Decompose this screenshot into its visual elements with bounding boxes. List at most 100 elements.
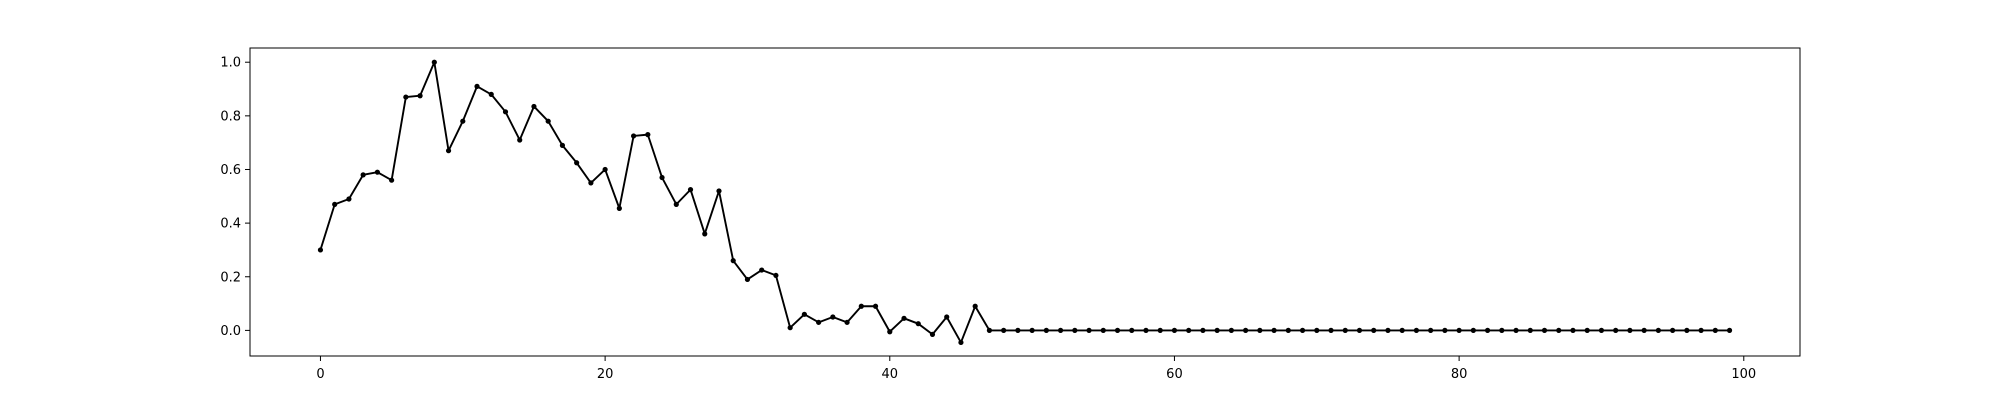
data-point bbox=[431, 59, 437, 65]
data-point bbox=[1029, 327, 1035, 333]
y-tick-label: 0.6 bbox=[220, 163, 241, 178]
data-point bbox=[1314, 327, 1320, 333]
data-point bbox=[1541, 327, 1548, 333]
data-point bbox=[1428, 327, 1434, 333]
data-point bbox=[488, 91, 494, 97]
data-point bbox=[887, 329, 893, 335]
data-point bbox=[588, 180, 594, 186]
data-point bbox=[1527, 327, 1533, 333]
data-point bbox=[1726, 327, 1733, 333]
data-point bbox=[1285, 327, 1291, 333]
data-point bbox=[659, 174, 665, 181]
data-point bbox=[1385, 327, 1391, 333]
data-point bbox=[1143, 327, 1149, 333]
y-tick-label: 0.4 bbox=[220, 217, 241, 232]
data-point bbox=[346, 196, 352, 202]
data-point bbox=[858, 303, 864, 309]
data-point bbox=[389, 177, 395, 183]
data-point bbox=[559, 142, 566, 148]
y-tick-label: 0.2 bbox=[220, 270, 241, 285]
y-tick-label: 0.8 bbox=[220, 109, 241, 124]
data-point bbox=[630, 133, 637, 139]
y-tick-label: 1.0 bbox=[220, 56, 241, 71]
data-point bbox=[531, 103, 537, 110]
data-point bbox=[502, 109, 509, 115]
data-point bbox=[1214, 327, 1220, 333]
data-point bbox=[1057, 327, 1064, 333]
data-point bbox=[816, 319, 822, 325]
data-point bbox=[616, 205, 622, 211]
data-point bbox=[1271, 327, 1277, 333]
data-point bbox=[1442, 327, 1448, 333]
data-layer bbox=[317, 59, 1733, 346]
data-point bbox=[1015, 327, 1021, 333]
data-point bbox=[1186, 327, 1192, 333]
data-point bbox=[844, 319, 850, 325]
data-point bbox=[1499, 327, 1505, 333]
data-point bbox=[445, 148, 452, 154]
data-point bbox=[1456, 327, 1462, 333]
x-tick-label: 20 bbox=[597, 367, 614, 382]
data-point bbox=[317, 247, 324, 253]
data-point bbox=[1328, 327, 1334, 333]
x-tick-label: 80 bbox=[1451, 367, 1468, 382]
data-point bbox=[1171, 327, 1178, 333]
data-point bbox=[1655, 327, 1661, 333]
plot-area bbox=[250, 48, 1800, 356]
data-point bbox=[1627, 327, 1633, 333]
data-point bbox=[1371, 327, 1377, 333]
data-point bbox=[1342, 327, 1348, 333]
data-point bbox=[403, 94, 409, 100]
data-point bbox=[944, 314, 950, 320]
axes: 0 20 40 60 80 100 0.0 0.2 0.4 0.6 0.8 1.0 bbox=[220, 47, 1801, 382]
data-point bbox=[773, 272, 779, 279]
data-point bbox=[1086, 327, 1092, 333]
data-point bbox=[1670, 327, 1676, 333]
data-point bbox=[374, 169, 380, 175]
data-point bbox=[1513, 327, 1519, 333]
data-point bbox=[1228, 327, 1234, 333]
data-point bbox=[929, 331, 936, 338]
data-point bbox=[1114, 327, 1121, 333]
data-point bbox=[1484, 327, 1491, 333]
data-point bbox=[602, 166, 608, 173]
data-point bbox=[1556, 327, 1562, 333]
data-point bbox=[1299, 327, 1306, 333]
data-point bbox=[1698, 327, 1704, 333]
data-point bbox=[1684, 327, 1690, 333]
data-point bbox=[1584, 327, 1590, 333]
data-point bbox=[1712, 327, 1718, 333]
data-point bbox=[1399, 327, 1405, 333]
data-point bbox=[1641, 327, 1647, 333]
series-line bbox=[319, 61, 1730, 344]
data-point bbox=[972, 303, 978, 309]
data-point bbox=[360, 172, 366, 178]
plot-background bbox=[250, 48, 1800, 356]
data-point bbox=[1100, 327, 1106, 333]
data-point bbox=[915, 321, 921, 327]
x-tick-label: 100 bbox=[1731, 367, 1756, 382]
data-point bbox=[986, 327, 993, 333]
data-point bbox=[1129, 327, 1135, 333]
data-point bbox=[1613, 327, 1619, 333]
data-point bbox=[744, 276, 751, 283]
data-point bbox=[474, 83, 480, 89]
data-point bbox=[1356, 327, 1363, 333]
data-point bbox=[872, 303, 879, 309]
data-point bbox=[1570, 327, 1576, 333]
data-point bbox=[332, 201, 338, 207]
data-point bbox=[574, 160, 580, 166]
data-point bbox=[1001, 327, 1007, 333]
data-point bbox=[545, 118, 551, 124]
data-point bbox=[1200, 327, 1206, 333]
data-point bbox=[1470, 327, 1476, 333]
data-point bbox=[460, 118, 466, 124]
data-point bbox=[1157, 327, 1163, 333]
data-point bbox=[1257, 327, 1263, 333]
data-point bbox=[417, 93, 423, 99]
data-point bbox=[1243, 327, 1249, 333]
data-point bbox=[830, 314, 836, 320]
x-tick-label: 0 bbox=[316, 367, 324, 382]
data-point bbox=[687, 187, 694, 193]
